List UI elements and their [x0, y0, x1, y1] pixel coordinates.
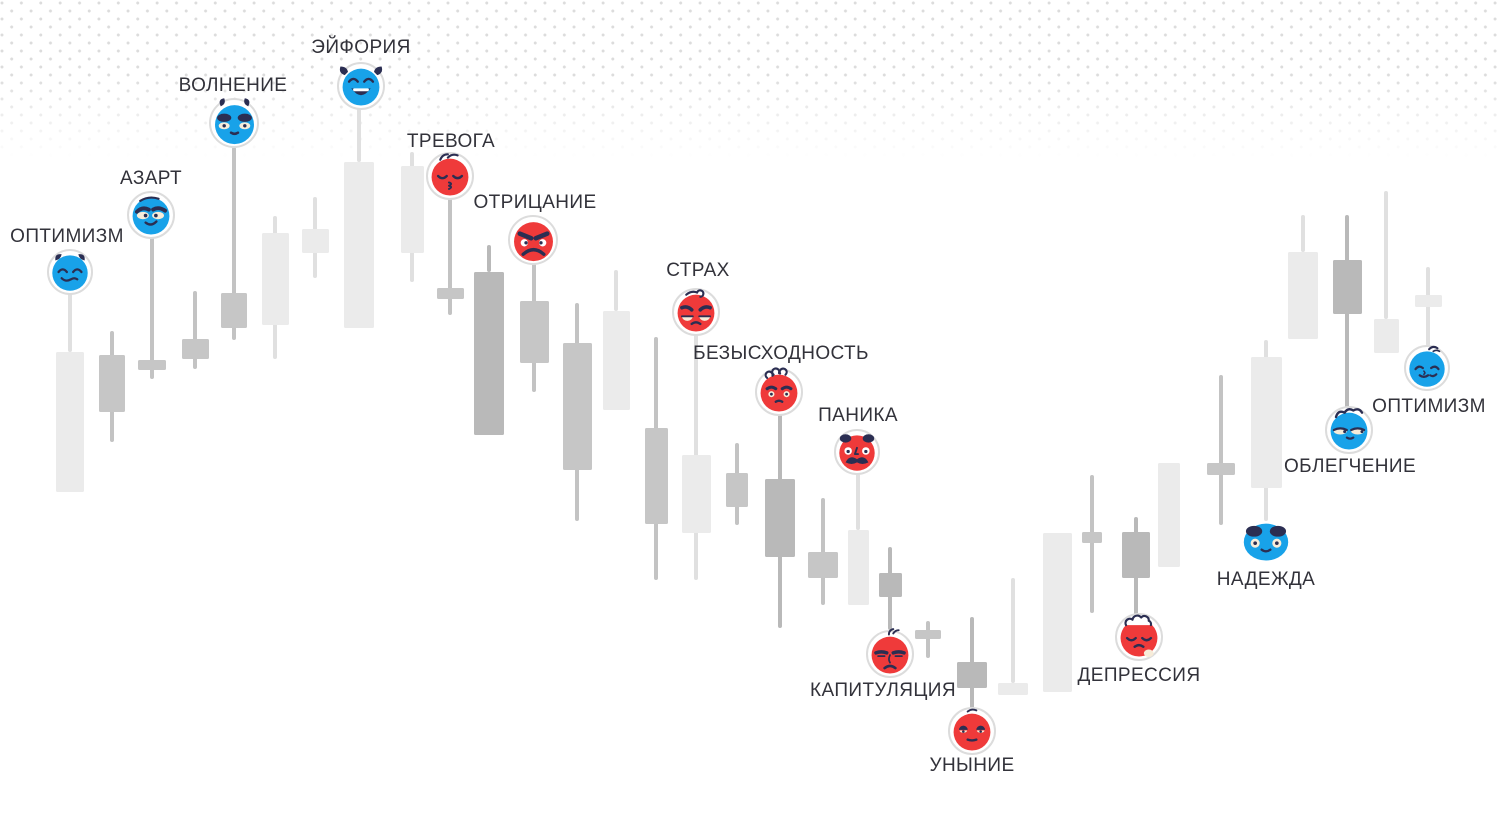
- candle-body: [998, 683, 1028, 695]
- candle-body: [221, 293, 247, 328]
- emotion-label: ОПТИМИЗМ: [10, 226, 124, 247]
- candle-body: [436, 288, 464, 299]
- candle-body: [181, 339, 209, 359]
- bear-face-icon: [832, 427, 882, 477]
- candle-body: [1207, 463, 1235, 475]
- candle-body: [301, 229, 329, 253]
- candle-wick: [1090, 475, 1094, 613]
- candle-body: [681, 455, 711, 533]
- candle-body: [915, 630, 941, 639]
- emotion-label: ОТРИЦАНИЕ: [473, 192, 597, 213]
- candle-body: [957, 662, 987, 688]
- emotion-label: АЗАРТ: [119, 168, 183, 189]
- candle-wick: [232, 147, 236, 340]
- bull-face-icon: [125, 189, 177, 241]
- candle-wick: [1384, 191, 1388, 319]
- candle-body: [765, 479, 795, 557]
- emotion-label: ВОЛНЕНИЕ: [178, 75, 288, 96]
- bear-face-icon: [946, 705, 998, 757]
- bear-face-icon: [864, 628, 916, 680]
- candle-wick: [487, 245, 491, 272]
- candle-body: [138, 360, 166, 370]
- candle-wick: [614, 270, 618, 311]
- candle-body: [474, 272, 504, 435]
- candle-wick: [821, 498, 825, 605]
- candle-body: [261, 233, 289, 325]
- candle-body: [602, 311, 630, 410]
- emotion-label: ПАНИКА: [818, 405, 898, 426]
- emotion-label: ДЕПРЕССИЯ: [1077, 665, 1201, 686]
- bull-face-icon: [1323, 404, 1375, 456]
- candle-body: [726, 473, 748, 507]
- candle-wick: [1219, 375, 1223, 525]
- emotion-label: ЭЙФОРИЯ: [311, 37, 411, 58]
- emotion-label: ТРЕВОГА: [406, 131, 496, 152]
- candle-body: [99, 355, 125, 412]
- emotion-label: НАДЕЖДА: [1216, 569, 1316, 590]
- bear-face-icon: [670, 286, 722, 338]
- candle-body: [519, 301, 549, 363]
- bull-face-icon: [207, 96, 262, 151]
- emotion-label: БЕЗЫСХОДНОСТЬ: [693, 343, 869, 364]
- candle-body: [400, 166, 424, 253]
- emotion-label: ОПТИМИЗМ: [1372, 396, 1486, 417]
- bear-face-icon: [753, 366, 805, 418]
- candle-wick: [1301, 215, 1305, 252]
- bear-face-icon: [506, 213, 561, 268]
- candle-body: [644, 428, 668, 524]
- candle-wick: [150, 237, 154, 379]
- candle-body: [1042, 533, 1072, 692]
- candle-body: [1414, 295, 1442, 307]
- candle-body: [562, 343, 592, 470]
- candle-wick: [357, 104, 361, 162]
- bull-face-icon: [1240, 515, 1292, 567]
- candle-wick: [193, 291, 197, 369]
- candle-body: [1288, 252, 1318, 339]
- emotion-label: КАПИТУЛЯЦИЯ: [810, 680, 956, 701]
- candle-body: [808, 552, 838, 578]
- bear-face-icon: [1113, 611, 1165, 663]
- candle-wick: [448, 198, 452, 315]
- candle-body: [1250, 357, 1282, 488]
- emotion-label: СТРАХ: [666, 260, 730, 281]
- candle-wick: [1011, 578, 1015, 683]
- candle-body: [1373, 319, 1399, 353]
- candle-body: [1082, 532, 1102, 543]
- candle-body: [847, 530, 869, 605]
- candle-wick: [68, 293, 72, 352]
- candle-body: [1332, 260, 1362, 314]
- emotion-label: ОБЛЕГЧЕНИЕ: [1283, 456, 1417, 477]
- candle-wick: [856, 468, 860, 530]
- bull-face-icon: [45, 247, 95, 297]
- emotion-label: УНЫНИЕ: [929, 755, 1015, 776]
- candle-body: [56, 352, 84, 492]
- candle-body: [878, 573, 902, 597]
- candle-body: [1122, 532, 1150, 578]
- candle-body: [344, 162, 374, 328]
- candle-wick: [926, 621, 930, 658]
- bull-face-icon: [335, 60, 387, 112]
- bear-face-icon: [424, 150, 476, 202]
- candle-body: [1158, 463, 1180, 567]
- bull-face-icon: [1402, 343, 1452, 393]
